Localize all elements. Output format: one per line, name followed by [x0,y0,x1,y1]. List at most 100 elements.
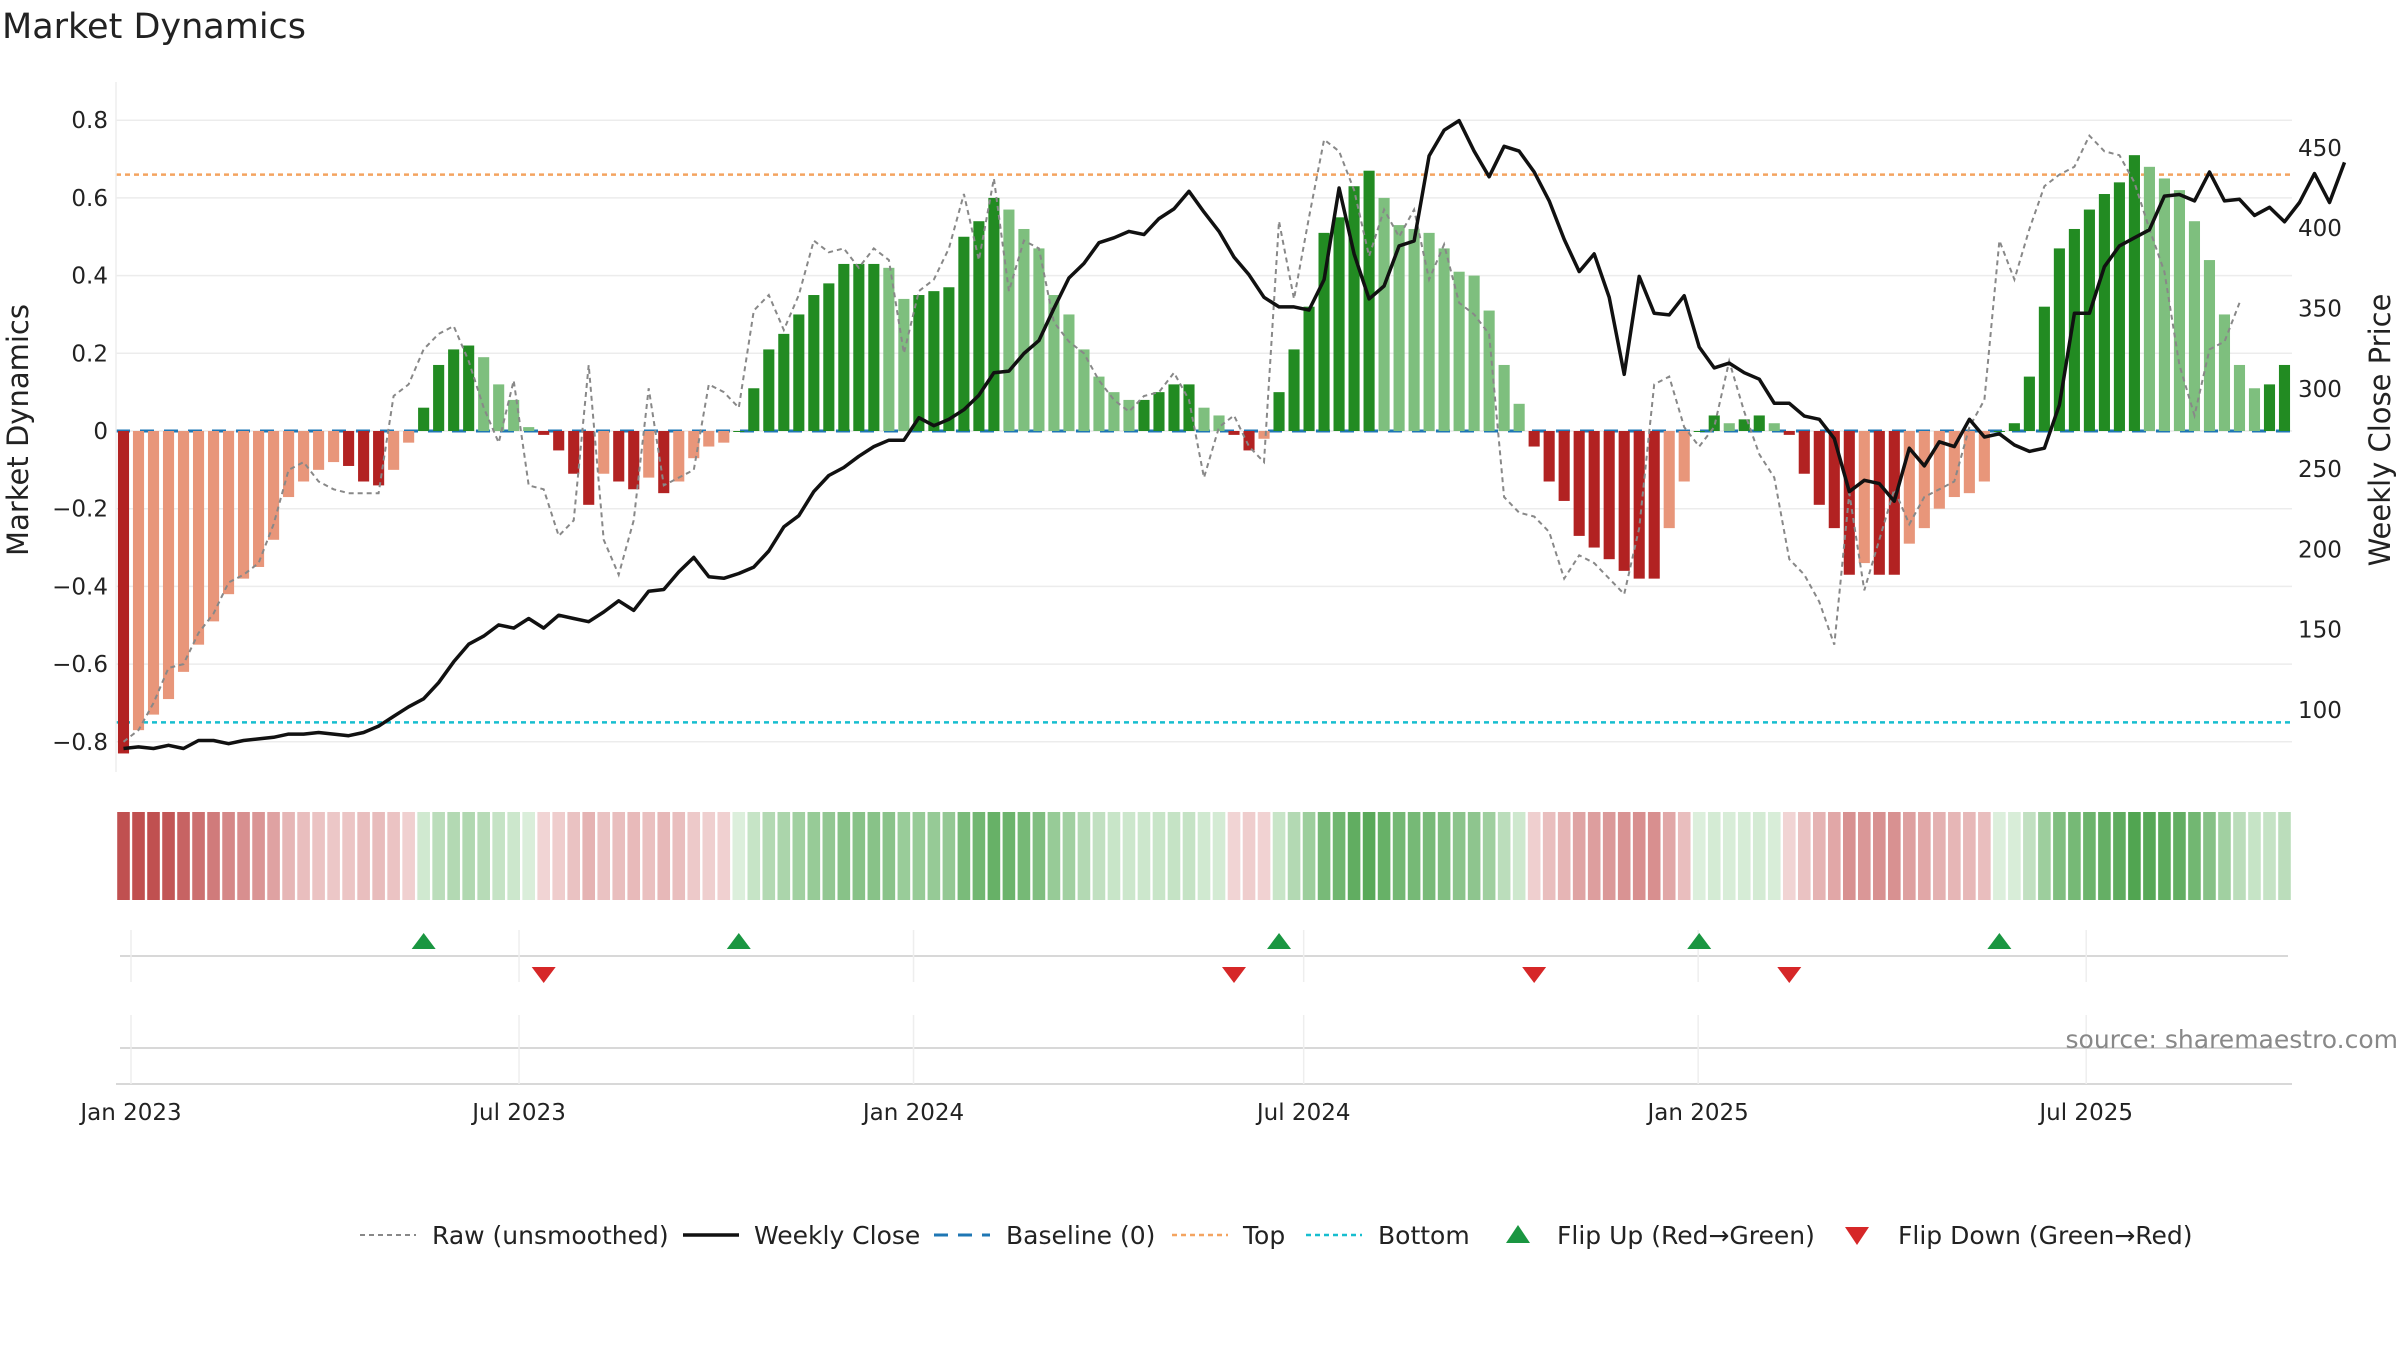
heat-cell [492,812,505,900]
dynamics-bar [132,431,145,731]
heat-cell [2023,812,2036,900]
heat-cell [1377,812,1391,900]
x-tick-label: Jul 2024 [1255,1100,1351,1126]
heat-cell [1557,812,1571,900]
dynamics-bar [463,345,475,431]
heat-cell [2053,812,2066,900]
heat-cell [537,812,550,900]
dynamics-bar [328,431,340,463]
dynamics-bar [1423,232,1435,431]
dynamics-bar [823,283,835,431]
axes: 0.8 0.6 0.4 0.2 0 −0.2 −0.4 −0.6 −0.8 450 400 350 30… [52,82,2342,772]
heat-cell [1407,812,1421,900]
dynamics-bar [1693,431,1705,432]
dynamics-bar [358,431,370,482]
heat-cell [1677,812,1691,900]
dynamics-bar [988,197,1000,431]
heat-cell [657,812,671,900]
dynamics-bar [2203,260,2216,431]
y-tick-label: 0.2 [71,341,108,367]
dynamics-bar [1273,392,1285,431]
heat-cell [357,812,370,900]
dynamics-bar [1813,431,1825,505]
heat-cell [1347,812,1361,900]
dynamics-bar [1678,431,1690,482]
dynamics-bar [478,357,490,431]
dynamics-bar [628,431,640,490]
heat-cell [267,812,280,900]
legend-label-flip_down: Flip Down (Green→Red) [1898,1221,2193,1250]
flip-up-marker [726,933,751,949]
heat-cell [162,812,175,900]
heat-cell [207,812,220,900]
heat-cell [327,812,340,900]
heat-cell [1873,812,1886,900]
dynamics-bar [1018,228,1030,431]
heat-cell [1152,812,1166,900]
dynamics-bar [1303,306,1315,431]
y2-tick-label: 100 [2298,698,2342,724]
dynamics-bar [2128,155,2140,432]
weekly-close-line [123,118,2347,751]
dynamics-bar [1768,423,1780,431]
flip-down-marker [531,967,556,983]
heat-cell [687,812,701,900]
dynamics-bar [898,298,910,431]
dynamics-bar [2158,178,2170,431]
dynamics-bars [117,155,2291,754]
legend-label-close: Weekly Close [754,1221,920,1250]
flip-up-marker [1987,933,2012,949]
heat-cell [732,812,746,900]
dynamics-bar [2143,166,2155,431]
heat-cell [837,812,851,900]
dynamics-bar [913,295,925,431]
heat-cell [1197,812,1211,900]
heat-cell [447,812,460,900]
dynamics-bar [508,399,520,431]
dynamics-bar [2233,364,2246,431]
heat-cell [1963,812,1976,900]
heat-cell [132,812,145,900]
dynamics-bar [2083,209,2095,431]
dynamics-bar [177,431,190,672]
heat-cell [1903,812,1916,900]
y-tick-label: −0.8 [52,730,108,756]
dynamics-bar [207,431,220,622]
dynamics-bar [418,407,430,431]
flip-up-marker [1687,933,1712,949]
dynamics-bar [2173,190,2186,431]
dynamics-bar [2113,182,2125,431]
dynamics-bar [1483,310,1495,431]
heat-cell [1632,812,1646,900]
heat-cell [522,812,535,900]
dynamics-bar [1918,431,1930,529]
heat-cell [1182,812,1196,900]
heat-cell [1497,812,1511,900]
dynamics-bar [388,431,400,470]
dynamics-bar [943,287,955,431]
dynamics-bar [598,431,610,474]
dynamics-bar [1858,431,1870,564]
heat-cell [2083,812,2096,900]
dynamics-bar [1753,415,1765,431]
heat-cell [1888,812,1901,900]
heat-cell [1858,812,1871,900]
dynamics-bar [1978,431,1990,482]
heat-cell [1317,812,1331,900]
heat-cell [1062,812,1076,900]
dynamics-bar [538,431,550,435]
dynamics-bar [553,431,565,451]
dynamics-bar [733,431,745,432]
y-tick-label: 0 [93,419,108,445]
heat-cell [2233,812,2246,900]
heat-cell [1647,812,1661,900]
dynamics-bar [1108,392,1120,431]
heat-cell [867,812,881,900]
dynamics-bar [1003,209,1015,431]
heat-cell [1767,812,1781,900]
heat-cell [597,812,611,900]
dynamics-bar [1258,431,1270,439]
heat-cell [1047,812,1061,900]
dynamics-bar [1783,431,1795,435]
heat-cell [1017,812,1031,900]
